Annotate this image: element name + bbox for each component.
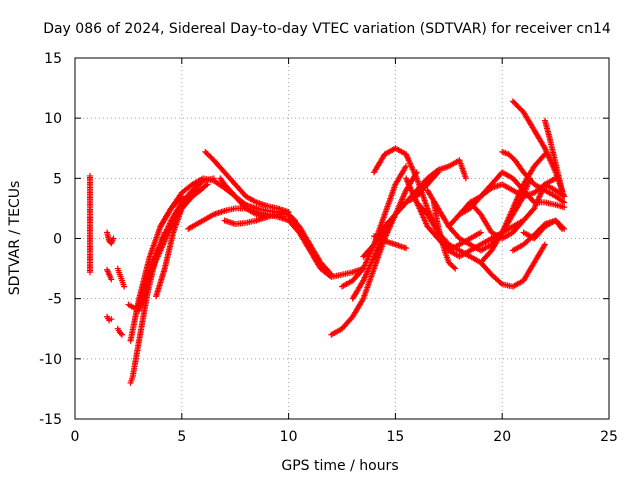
x-tick-label: 25 bbox=[600, 429, 618, 445]
y-tick-label: -10 bbox=[39, 352, 62, 368]
data-point bbox=[108, 276, 115, 283]
series-track-4 bbox=[104, 313, 115, 324]
series-track-20 bbox=[360, 157, 469, 260]
x-tick-label: 10 bbox=[280, 429, 298, 445]
y-tick-label: 10 bbox=[44, 111, 62, 127]
data-point bbox=[477, 229, 484, 236]
data-point bbox=[519, 194, 526, 201]
data-point bbox=[359, 297, 366, 304]
series-track-30 bbox=[477, 175, 533, 266]
data-point bbox=[450, 264, 457, 271]
chart-title: Day 086 of 2024, Sidereal Day-to-day VTE… bbox=[43, 21, 611, 37]
series-track-1 bbox=[86, 172, 93, 276]
data-point bbox=[110, 235, 117, 242]
data-point bbox=[402, 164, 409, 171]
data-point bbox=[462, 175, 469, 182]
x-tick-label: 20 bbox=[493, 429, 511, 445]
y-tick-labels: -15 -10 -5 0 5 10 15 bbox=[39, 51, 62, 428]
series-track-15 bbox=[217, 175, 299, 224]
x-axis-label: GPS time / hours bbox=[281, 458, 398, 474]
data-point bbox=[327, 270, 334, 277]
series-track-25 bbox=[430, 199, 459, 272]
series-track-35 bbox=[509, 217, 568, 254]
data-point bbox=[452, 265, 459, 272]
series-track-16 bbox=[221, 211, 335, 278]
x-tick-label: 5 bbox=[177, 429, 186, 445]
data-points bbox=[86, 98, 568, 386]
data-point bbox=[541, 241, 548, 248]
data-point bbox=[559, 224, 566, 231]
series-track-34 bbox=[541, 117, 566, 194]
data-point bbox=[403, 245, 410, 252]
data-point bbox=[530, 198, 537, 205]
y-tick-label: 5 bbox=[53, 171, 62, 187]
data-point bbox=[117, 330, 124, 337]
data-point bbox=[118, 331, 125, 338]
data-point bbox=[561, 193, 568, 200]
series-track-2 bbox=[104, 229, 117, 247]
axis-ticks bbox=[74, 57, 610, 420]
y-tick-label: 15 bbox=[44, 51, 62, 67]
x-tick-label: 15 bbox=[386, 429, 404, 445]
y-tick-label: -15 bbox=[39, 412, 62, 428]
series-track-5 bbox=[114, 265, 128, 290]
y-tick-label: 0 bbox=[53, 232, 62, 248]
series-track-6 bbox=[114, 325, 125, 338]
data-point bbox=[497, 280, 504, 287]
data-point bbox=[108, 316, 115, 323]
y-axis-label: SDTVAR / TECUs bbox=[7, 181, 23, 296]
y-tick-label: -5 bbox=[48, 292, 62, 308]
data-point bbox=[121, 283, 128, 290]
series-track-3 bbox=[104, 266, 115, 283]
x-tick-labels: 0 5 10 15 20 25 bbox=[71, 429, 618, 445]
data-point bbox=[559, 187, 566, 194]
data-point bbox=[328, 271, 335, 278]
data-point bbox=[561, 199, 568, 206]
series-track-18 bbox=[339, 163, 410, 290]
series-track-22 bbox=[371, 233, 410, 252]
x-tick-label: 0 bbox=[71, 429, 80, 445]
data-point bbox=[86, 269, 93, 276]
data-point bbox=[561, 225, 568, 232]
series-track-11 bbox=[153, 181, 211, 300]
data-point bbox=[204, 181, 211, 188]
series-track-14 bbox=[202, 148, 292, 216]
data-point bbox=[403, 163, 410, 170]
data-point bbox=[541, 242, 548, 249]
series-track-31 bbox=[499, 148, 568, 206]
